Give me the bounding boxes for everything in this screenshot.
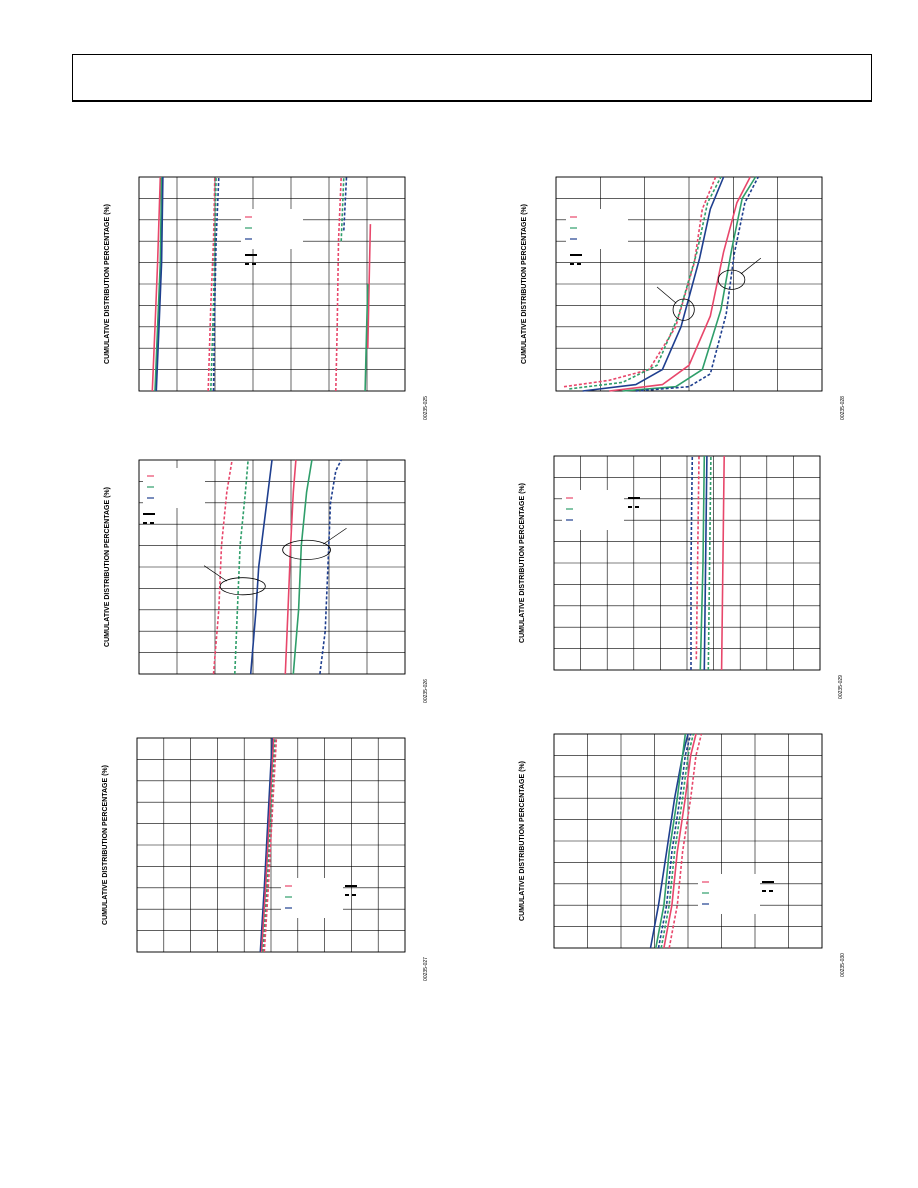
annotation-ellipse-1 xyxy=(219,577,266,596)
series-line-3 xyxy=(249,459,273,675)
page-header-box xyxy=(72,54,872,102)
annotation-leader-1 xyxy=(203,565,228,582)
plot-frame xyxy=(138,176,406,392)
series-line-6 xyxy=(720,455,725,671)
annotation-leader-2 xyxy=(323,527,347,545)
legend-background xyxy=(698,874,760,914)
series-line-2 xyxy=(234,459,249,675)
series-line-5 xyxy=(663,733,697,949)
series-line-4 xyxy=(207,176,216,392)
figure-id: 00235-029 xyxy=(838,675,844,699)
series-line-6 xyxy=(319,459,342,675)
y-axis-label: CUMULATIVE DISTRIBUTION PERCENTAGE (%) xyxy=(104,487,111,647)
series-line-3 xyxy=(657,733,692,949)
plot-frame xyxy=(555,176,823,392)
series-line-4 xyxy=(660,733,695,949)
figure-id: 00235-026 xyxy=(423,679,429,703)
chart-fig4: CUMULATIVE DISTRIBUTION PERCENTAGE (%) 00… xyxy=(519,455,844,699)
y-axis-label: CUMULATIVE DISTRIBUTION PERCENTAGE (%) xyxy=(521,204,528,364)
annotation-ellipse-2 xyxy=(717,269,746,290)
legend-background xyxy=(566,209,628,249)
series-line-3 xyxy=(155,176,164,392)
legend xyxy=(241,209,303,265)
legend xyxy=(566,209,628,265)
plot-frame xyxy=(136,737,406,953)
annotation-leader-2 xyxy=(740,257,762,275)
chart-fig6: CUMULATIVE DISTRIBUTION PERCENTAGE (%) 00… xyxy=(519,733,846,977)
figure-id: 00235-025 xyxy=(423,396,429,420)
series-line-2 xyxy=(695,455,700,660)
legend xyxy=(562,490,640,530)
plot-grid xyxy=(553,733,823,949)
series-line-2 xyxy=(569,176,722,390)
annotation-leader-1 xyxy=(656,286,677,304)
series-line-7 xyxy=(335,176,342,392)
series-line-4 xyxy=(284,459,297,675)
series-line-5 xyxy=(210,176,217,392)
series-line-2 xyxy=(655,733,687,949)
chart-fig3: CUMULATIVE DISTRIBUTION PERCENTAGE (%) 00… xyxy=(104,459,429,703)
series-line-3 xyxy=(262,737,276,953)
figure-id: 00235-027 xyxy=(423,957,429,981)
chart-fig2: CUMULATIVE DISTRIBUTION PERCENTAGE (%) 00… xyxy=(521,176,846,420)
series-line-2 xyxy=(154,176,163,392)
series-line-1 xyxy=(151,176,162,392)
chart-fig5: CUMULATIVE DISTRIBUTION PERCENTAGE (%) 00… xyxy=(102,737,429,981)
plot-grid xyxy=(138,176,406,392)
series-line-8 xyxy=(340,176,345,242)
plot-grid xyxy=(553,455,821,671)
series-line-1 xyxy=(690,455,694,670)
y-axis-label: CUMULATIVE DISTRIBUTION PERCENTAGE (%) xyxy=(104,204,111,364)
series-line-5 xyxy=(707,455,712,671)
series-line-5 xyxy=(622,176,757,392)
plot-frame xyxy=(553,455,821,671)
y-axis-label: CUMULATIVE DISTRIBUTION PERCENTAGE (%) xyxy=(102,765,109,925)
series-line-1 xyxy=(212,459,233,675)
annotation-ellipse-1 xyxy=(672,298,695,321)
series-line-2 xyxy=(260,737,275,953)
series-line-1 xyxy=(259,737,274,953)
series-line-3 xyxy=(582,176,725,392)
y-axis-label: CUMULATIVE DISTRIBUTION PERCENTAGE (%) xyxy=(519,483,526,643)
chart-fig1: CUMULATIVE DISTRIBUTION PERCENTAGE (%) 00… xyxy=(104,176,429,420)
plot-grid xyxy=(136,737,406,953)
series-line-4 xyxy=(609,176,751,392)
series-line-3 xyxy=(699,455,706,671)
series-line-5 xyxy=(292,459,313,675)
legend-background xyxy=(143,468,205,508)
legend xyxy=(143,468,205,524)
series-line-6 xyxy=(212,176,220,392)
figure-id: 00235-030 xyxy=(840,953,846,977)
series-line-4 xyxy=(703,455,708,671)
series-line-11 xyxy=(364,283,369,392)
series-line-6 xyxy=(668,733,703,949)
legend-background xyxy=(281,878,343,918)
plot-grid xyxy=(555,176,823,392)
series-line-6 xyxy=(635,176,759,392)
legend xyxy=(281,878,357,918)
legend-background xyxy=(241,209,303,249)
series-line-4 xyxy=(263,737,278,953)
series-line-10 xyxy=(367,224,372,349)
series-line-1 xyxy=(563,176,717,388)
annotation-ellipse-2 xyxy=(282,539,331,560)
figure-id: 00235-028 xyxy=(840,396,846,420)
series-line-9 xyxy=(343,176,348,231)
y-axis-label: CUMULATIVE DISTRIBUTION PERCENTAGE (%) xyxy=(519,761,526,921)
plot-grid xyxy=(138,459,406,675)
legend xyxy=(698,874,774,914)
legend-background xyxy=(562,490,624,530)
